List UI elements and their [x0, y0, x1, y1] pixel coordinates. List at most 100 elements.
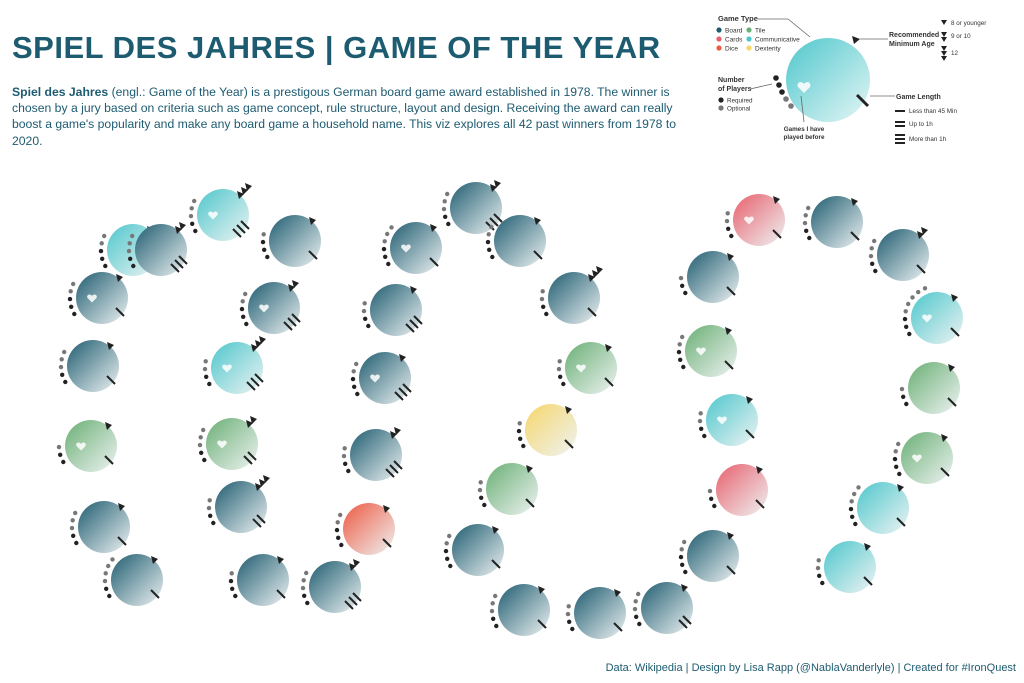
player-dot-optional: [539, 296, 545, 302]
player-dot-required: [193, 228, 198, 234]
length-line: [745, 429, 755, 439]
game-marker: [815, 541, 876, 593]
age-triangle: [309, 217, 316, 225]
legend-age-12: 12: [951, 50, 959, 57]
player-dot-required: [848, 506, 854, 512]
player-dot-required: [850, 514, 855, 519]
age-triangle: [492, 526, 499, 534]
player-dot-optional: [197, 442, 203, 448]
player-dot-required: [131, 263, 136, 269]
game-marker: [724, 194, 785, 246]
game-circle-board: [269, 215, 321, 267]
length-line: [170, 263, 180, 273]
player-dot-optional: [362, 301, 367, 306]
age-triangle: [756, 466, 763, 474]
age-triangle: [565, 406, 572, 414]
game-marker: [239, 280, 301, 334]
player-dot-required: [343, 461, 348, 466]
player-dot-required: [712, 503, 717, 509]
legend-players-required: Required: [727, 98, 753, 105]
player-dot-optional: [335, 520, 340, 525]
player-dot-optional: [71, 281, 76, 287]
player-dot-optional: [354, 361, 359, 367]
player-dot-required: [71, 533, 76, 538]
age-triangle: [383, 505, 390, 513]
age-triangle: [292, 280, 299, 288]
player-dot-optional: [447, 533, 452, 539]
length-line: [726, 286, 736, 296]
player-dot-optional: [565, 611, 571, 617]
game-marker: [56, 420, 117, 472]
length-line: [308, 250, 318, 260]
played-heart-icon: [222, 364, 232, 373]
game-marker: [228, 554, 289, 606]
player-dot-optional: [903, 309, 908, 314]
player-dot-optional: [192, 198, 197, 204]
player-dot-required: [211, 520, 216, 526]
length-line: [398, 387, 408, 397]
length-line: [613, 622, 623, 632]
game-circle-communicative: [211, 342, 263, 394]
age-triangle: [727, 532, 734, 540]
player-dot-required: [445, 556, 450, 561]
player-dot-optional: [633, 599, 638, 604]
age-triangle: [494, 180, 501, 188]
age-triangle: [592, 270, 599, 278]
player-dot-required: [336, 535, 341, 540]
player-dot-required: [807, 235, 812, 241]
player-dot-optional: [342, 446, 347, 451]
game-marker: [300, 559, 362, 613]
legend-length-mid: Up to 1h: [909, 121, 933, 128]
game-circle-board: [135, 224, 187, 276]
player-dot-optional: [806, 205, 811, 211]
player-dot-optional: [922, 286, 928, 291]
player-dot-required: [386, 261, 391, 267]
game-circle-board: [548, 272, 600, 324]
player-dot-optional: [566, 604, 571, 609]
player-dot-optional: [682, 539, 687, 545]
game-marker: [58, 340, 119, 392]
age-triangle: [151, 556, 158, 564]
game-marker: [678, 251, 739, 303]
player-dot-optional: [261, 232, 266, 237]
length-line: [382, 538, 392, 548]
player-dot-optional: [103, 571, 108, 576]
player-dot-required: [702, 433, 707, 439]
player-dot-optional: [910, 295, 915, 300]
age-triangle: [245, 183, 252, 191]
player-dot-required: [199, 450, 204, 455]
age-triangle: [727, 253, 734, 261]
game-marker: [69, 501, 130, 553]
player-dot-required: [265, 254, 270, 260]
game-circle-board: [359, 352, 411, 404]
legend: Game Type Board Cards Dice Tile Communic…: [716, 14, 986, 144]
age-triangle: [353, 559, 360, 567]
game-circle-board: [370, 284, 422, 336]
game-marker: [206, 475, 270, 533]
length-line: [491, 559, 501, 569]
player-dot-optional: [707, 488, 713, 494]
played-heart-icon: [922, 314, 932, 323]
game-marker: [485, 215, 546, 267]
length-line: [724, 360, 734, 370]
age-triangle: [538, 586, 545, 594]
legend-age-title-1: Recommended: [889, 32, 939, 39]
legend-type-board: Board: [725, 28, 743, 35]
age-triangle: [255, 483, 262, 491]
age-triangle: [490, 184, 497, 192]
game-marker: [899, 362, 960, 414]
length-line: [150, 589, 160, 599]
legend-example-age-triangle: [852, 36, 860, 44]
age-triangle: [107, 342, 114, 350]
player-dot-optional: [61, 349, 67, 355]
legend-type-tile-swatch: [746, 27, 752, 33]
player-dot-optional: [56, 444, 62, 450]
page-title: SPIEL DES JAHRES | GAME OF THE YEAR: [12, 30, 661, 65]
player-dot-required: [350, 376, 356, 382]
legend-type-cards-swatch: [716, 36, 722, 42]
player-dot-required: [241, 314, 246, 319]
player-dot-required: [74, 540, 79, 546]
played-heart-icon: [744, 216, 754, 225]
player-dot-optional: [816, 558, 821, 563]
length-line: [587, 307, 597, 317]
